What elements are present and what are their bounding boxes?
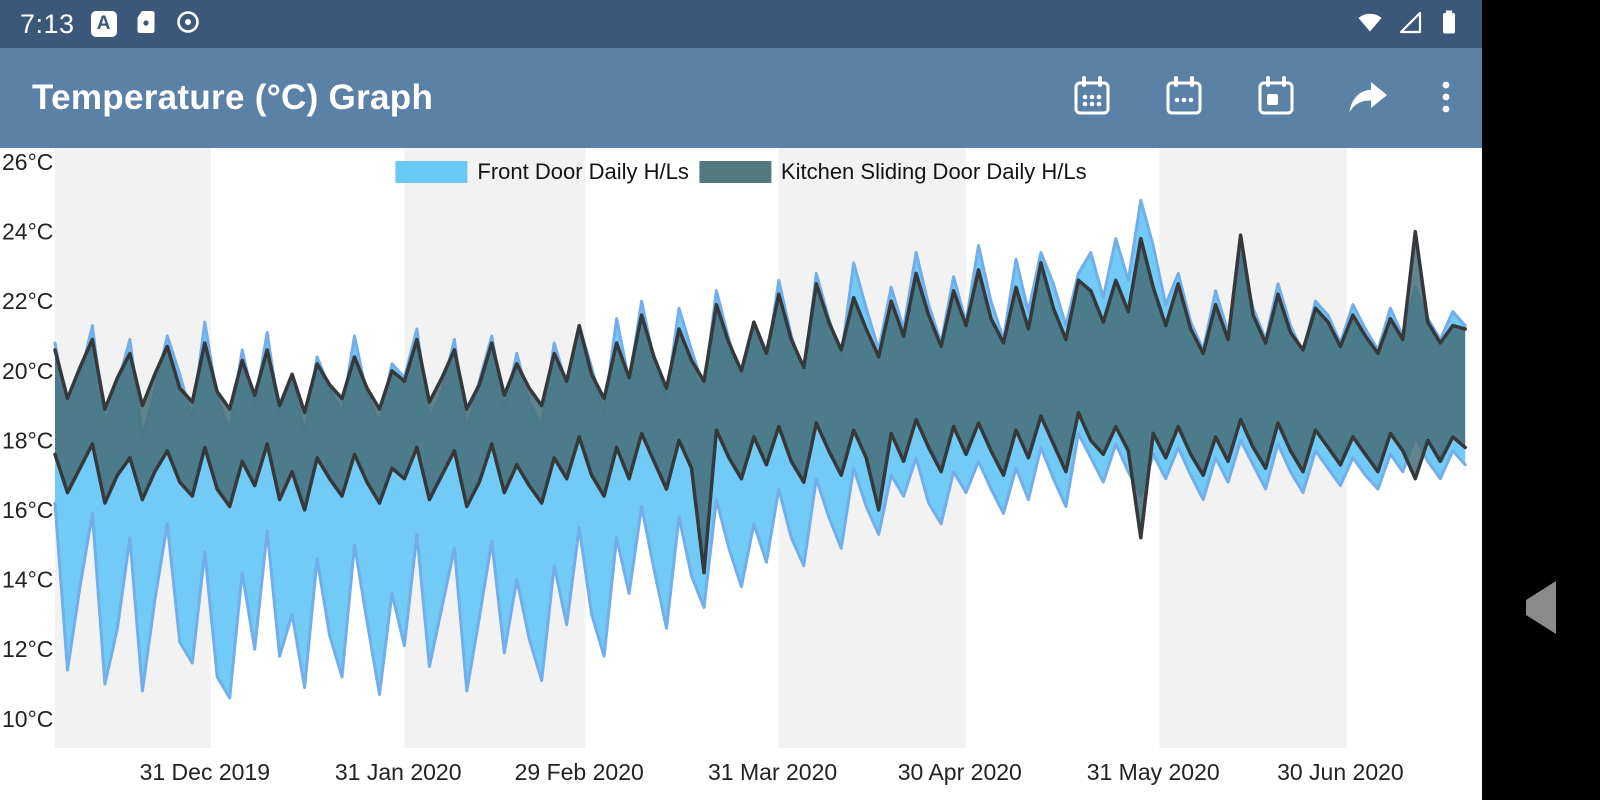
- app-bar: Temperature (°C) Graph: [0, 48, 1482, 148]
- legend-label-kitchen: Kitchen Sliding Door Daily H/Ls: [780, 159, 1087, 184]
- legend-label-front-door: Front Door Daily H/Ls: [477, 159, 689, 184]
- calendar-range-icon: [1070, 75, 1114, 122]
- calendar-today-icon: [1254, 75, 1298, 122]
- status-bar-left: 7:13 A: [20, 9, 201, 40]
- svg-text:31 May 2020: 31 May 2020: [1087, 759, 1220, 785]
- svg-text:29 Feb 2020: 29 Feb 2020: [515, 759, 644, 785]
- cell-signal-icon: [1396, 9, 1424, 40]
- svg-text:12°C: 12°C: [2, 636, 53, 662]
- chart-area[interactable]: 26°C 24°C 22°C 20°C 18°C 16°C 14°C 12°C 10°C 31 D…: [0, 148, 1482, 800]
- svg-text:16°C: 16°C: [2, 497, 53, 523]
- calendar-date-button[interactable]: [1162, 75, 1206, 122]
- calendar-today-button[interactable]: [1254, 75, 1298, 122]
- svg-text:31 Mar 2020: 31 Mar 2020: [708, 759, 837, 785]
- svg-text:31 Dec 2019: 31 Dec 2019: [140, 759, 270, 785]
- svg-text:10°C: 10°C: [2, 706, 53, 732]
- chart-svg: 26°C 24°C 22°C 20°C 18°C 16°C 14°C 12°C 10°C 31 D…: [2, 148, 1467, 785]
- clock: 7:13: [20, 8, 75, 39]
- back-triangle-icon: [1526, 581, 1556, 634]
- calendar-date-icon: [1162, 75, 1206, 122]
- legend-swatch-front-door: [395, 161, 468, 183]
- svg-text:24°C: 24°C: [2, 219, 53, 245]
- legend-swatch-kitchen: [698, 161, 771, 183]
- svg-text:14°C: 14°C: [2, 567, 53, 593]
- a-badge-icon: A: [90, 11, 117, 37]
- app-bar-actions: [1070, 75, 1454, 122]
- overflow-menu-button[interactable]: [1438, 79, 1454, 118]
- battery-icon: [1436, 8, 1462, 41]
- navigation-bar: [1482, 0, 1600, 800]
- overflow-menu-icon: [1438, 79, 1454, 118]
- svg-text:18°C: 18°C: [2, 427, 53, 453]
- back-button[interactable]: [1526, 581, 1556, 634]
- share-icon: [1346, 75, 1390, 122]
- sd-card-icon: [133, 9, 159, 40]
- svg-text:31 Jan 2020: 31 Jan 2020: [335, 759, 462, 785]
- svg-text:22°C: 22°C: [2, 288, 53, 314]
- svg-text:26°C: 26°C: [2, 149, 53, 175]
- svg-text:30 Jun 2020: 30 Jun 2020: [1277, 759, 1404, 785]
- wifi-icon: [1356, 9, 1384, 40]
- status-bar: 7:13 A: [0, 0, 1482, 48]
- svg-text:30 Apr 2020: 30 Apr 2020: [898, 759, 1022, 785]
- page-title: Temperature (°C) Graph: [32, 78, 434, 117]
- svg-text:20°C: 20°C: [2, 358, 53, 384]
- main-column: 7:13 A: [0, 0, 1482, 800]
- status-bar-right: [1356, 8, 1462, 41]
- data-saver-icon: [175, 9, 201, 40]
- calendar-range-button[interactable]: [1070, 75, 1114, 122]
- share-button[interactable]: [1346, 75, 1390, 122]
- chart-legend: Front Door Daily H/Ls Kitchen Sliding Do…: [395, 159, 1087, 185]
